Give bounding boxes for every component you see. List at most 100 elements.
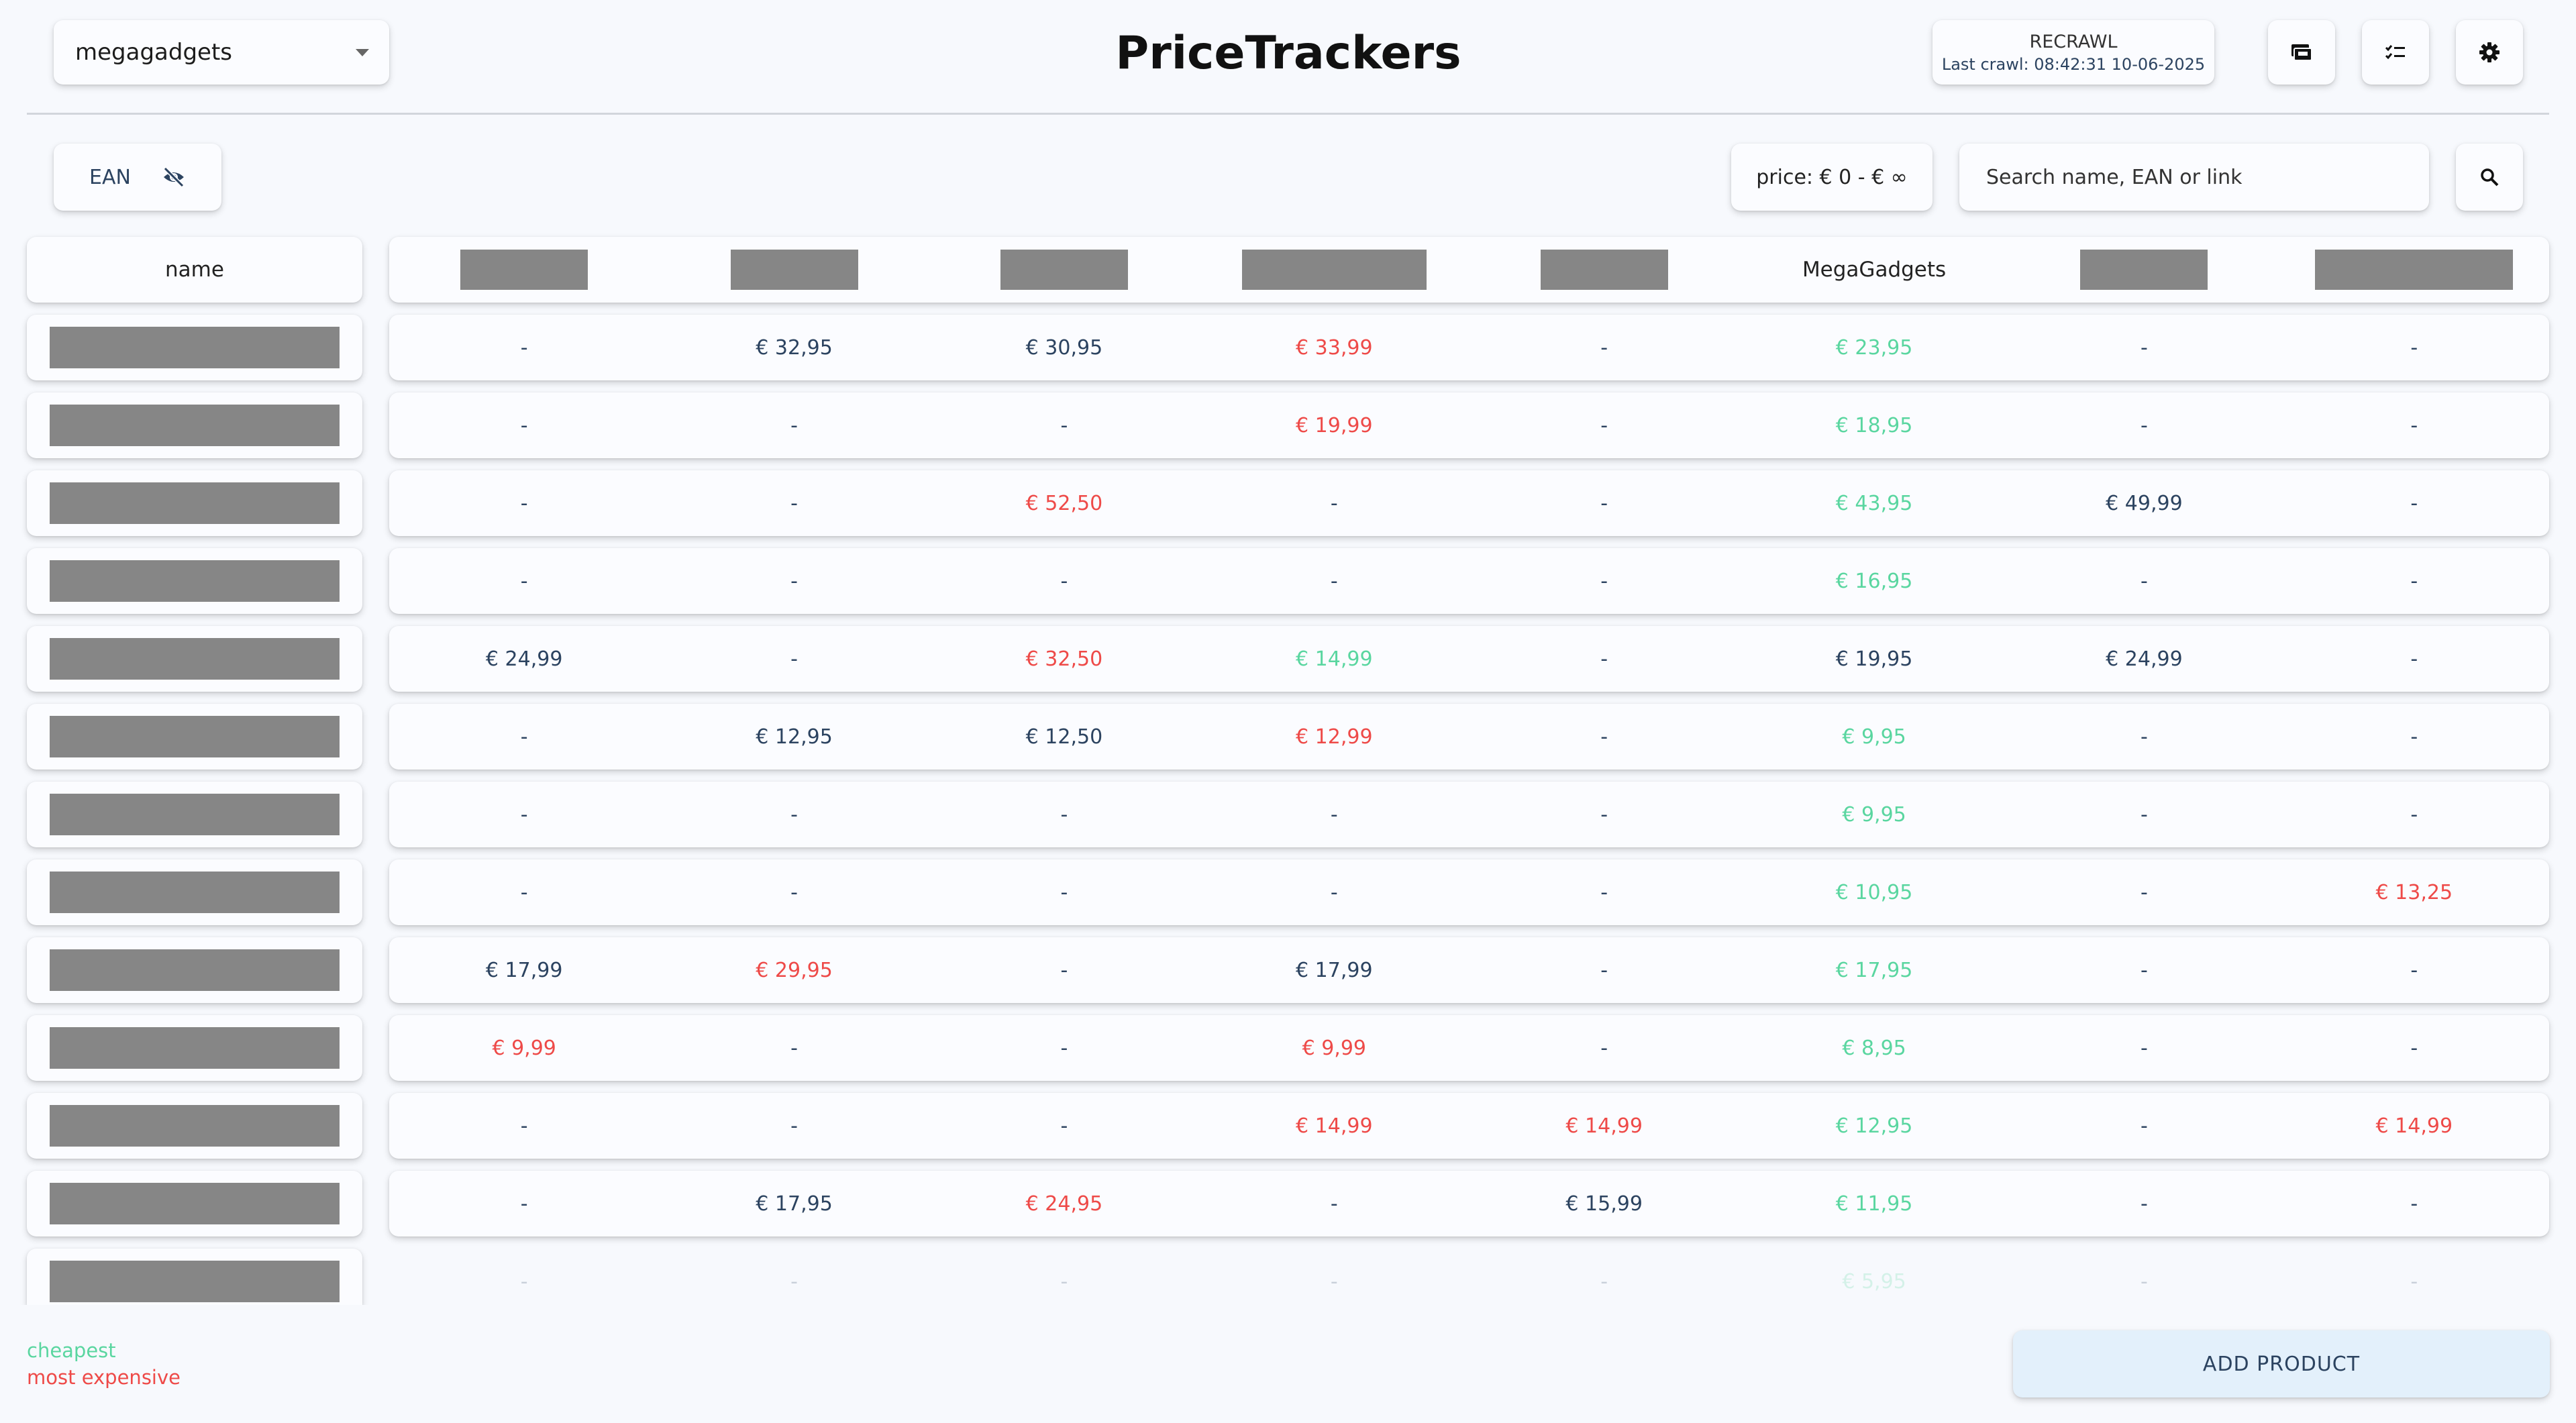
price-cell[interactable]: - [790, 569, 798, 593]
price-cell[interactable]: - [520, 491, 528, 515]
price-cell[interactable]: - [520, 1114, 528, 1138]
price-cell[interactable]: - [2141, 725, 2148, 749]
table-row[interactable]: - € 17,95 € 24,95 - € 15,99 € 11,95 - - [389, 1171, 2549, 1236]
name-column-header[interactable]: name [27, 237, 362, 303]
table-row[interactable]: - - - € 14,99 € 14,99 € 12,95 - € 14,99 [389, 1093, 2549, 1159]
ean-toggle-button[interactable]: EAN [54, 144, 221, 211]
price-cell[interactable]: € 30,95 [1025, 335, 1103, 360]
add-product-button[interactable]: ADD PRODUCT [2013, 1330, 2550, 1398]
table-row[interactable]: € 24,99 - € 32,50 € 14,99 - € 19,95 € 24,99 - [389, 626, 2549, 692]
price-cell[interactable]: - [2410, 413, 2418, 437]
price-cell[interactable]: - [1060, 1114, 1068, 1138]
column-header-7[interactable] [2009, 250, 2279, 290]
price-cell[interactable]: - [520, 802, 528, 827]
product-name-cell[interactable] [27, 1171, 362, 1236]
card-button[interactable] [2268, 20, 2335, 85]
column-header-6[interactable]: MegaGadgets [1739, 258, 2009, 282]
price-cell[interactable]: - [520, 1192, 528, 1216]
price-cell[interactable]: € 32,95 [756, 335, 833, 360]
price-cell[interactable]: € 12,50 [1025, 725, 1103, 749]
price-cell[interactable]: - [1330, 491, 1338, 515]
price-cell[interactable]: - [1060, 958, 1068, 982]
search-input[interactable] [1959, 144, 2429, 211]
product-name-cell[interactable] [27, 315, 362, 380]
price-cell[interactable]: € 9,99 [492, 1036, 556, 1060]
price-cell[interactable]: - [2141, 569, 2148, 593]
price-cell[interactable]: - [2141, 802, 2148, 827]
price-cell[interactable]: € 19,95 [1835, 647, 1913, 671]
price-cell[interactable]: € 32,50 [1025, 647, 1103, 671]
table-row[interactable]: - - - - - € 10,95 - € 13,25 [389, 859, 2549, 925]
price-cell[interactable]: - [790, 1114, 798, 1138]
price-cell[interactable]: € 9,95 [1842, 725, 1906, 749]
price-cell[interactable]: € 12,95 [756, 725, 833, 749]
recrawl-button[interactable]: RECRAWL Last crawl: 08:42:31 10-06-2025 [1933, 20, 2214, 85]
price-cell[interactable]: - [1600, 1036, 1608, 1060]
price-cell[interactable]: - [2141, 1114, 2148, 1138]
price-cell[interactable]: € 16,95 [1835, 569, 1913, 593]
price-cell[interactable]: € 15,99 [1565, 1192, 1643, 1216]
price-cell[interactable]: € 17,95 [1835, 958, 1913, 982]
price-cell[interactable]: - [2410, 1036, 2418, 1060]
price-cell[interactable]: € 14,99 [2375, 1114, 2453, 1138]
column-header-1[interactable] [389, 250, 659, 290]
price-cell[interactable]: - [2410, 569, 2418, 593]
price-cell[interactable]: - [2141, 1192, 2148, 1216]
product-name-cell[interactable] [27, 859, 362, 925]
column-header-2[interactable] [659, 250, 929, 290]
price-cell[interactable]: € 18,95 [1835, 413, 1913, 437]
price-cell[interactable]: - [1600, 569, 1608, 593]
price-cell[interactable]: - [2141, 1036, 2148, 1060]
price-cell[interactable]: - [520, 413, 528, 437]
price-cell[interactable]: - [1330, 1192, 1338, 1216]
price-cell[interactable]: € 11,95 [1835, 1192, 1913, 1216]
product-name-cell[interactable] [27, 626, 362, 692]
price-cell[interactable]: - [1330, 1269, 1338, 1294]
price-cell[interactable]: - [1600, 491, 1608, 515]
price-cell[interactable]: - [1600, 335, 1608, 360]
product-name-cell[interactable] [27, 937, 362, 1003]
price-cell[interactable]: - [2410, 335, 2418, 360]
price-cell[interactable]: € 5,95 [1842, 1269, 1906, 1294]
price-cell[interactable]: - [1600, 413, 1608, 437]
price-cell[interactable]: € 12,95 [1835, 1114, 1913, 1138]
table-row[interactable]: - - - € 19,99 - € 18,95 - - [389, 392, 2549, 458]
column-header-5[interactable] [1470, 250, 1739, 290]
table-row[interactable]: - - - - - € 16,95 - - [389, 548, 2549, 614]
price-cell[interactable]: - [1060, 569, 1068, 593]
settings-button[interactable] [2456, 20, 2523, 85]
price-cell[interactable]: € 13,25 [2375, 880, 2453, 904]
price-filter-button[interactable]: price: € 0 - € ∞ [1731, 144, 1933, 211]
price-cell[interactable]: - [1600, 725, 1608, 749]
price-cell[interactable]: - [790, 802, 798, 827]
price-cell[interactable]: - [790, 647, 798, 671]
price-cell[interactable]: € 10,95 [1835, 880, 1913, 904]
table-row[interactable]: € 9,99 - - € 9,99 - € 8,95 - - [389, 1015, 2549, 1081]
price-cell[interactable]: - [2141, 880, 2148, 904]
product-name-cell[interactable] [27, 392, 362, 458]
price-cell[interactable]: € 43,95 [1835, 491, 1913, 515]
price-cell[interactable]: - [1600, 1269, 1608, 1294]
table-row[interactable]: - - - - - € 5,95 - - [389, 1249, 2549, 1314]
product-name-cell[interactable] [27, 470, 362, 536]
price-cell[interactable]: - [2141, 335, 2148, 360]
price-cell[interactable]: € 12,99 [1296, 725, 1373, 749]
price-cell[interactable]: € 17,95 [756, 1192, 833, 1216]
price-cell[interactable]: € 33,99 [1296, 335, 1373, 360]
price-cell[interactable]: € 8,95 [1842, 1036, 1906, 1060]
table-row[interactable]: - - € 52,50 - - € 43,95 € 49,99 - [389, 470, 2549, 536]
price-cell[interactable]: - [1060, 1269, 1068, 1294]
price-cell[interactable]: € 17,99 [485, 958, 563, 982]
price-cell[interactable]: - [1330, 802, 1338, 827]
price-cell[interactable]: - [1330, 569, 1338, 593]
store-select[interactable]: megagadgets [54, 20, 389, 85]
price-cell[interactable]: - [520, 880, 528, 904]
price-cell[interactable]: € 17,99 [1296, 958, 1373, 982]
price-cell[interactable]: - [790, 491, 798, 515]
price-cell[interactable]: - [2410, 647, 2418, 671]
product-name-cell[interactable] [27, 704, 362, 770]
price-cell[interactable]: € 49,99 [2106, 491, 2183, 515]
table-row[interactable]: € 17,99 € 29,95 - € 17,99 - € 17,95 - - [389, 937, 2549, 1003]
price-cell[interactable]: - [790, 880, 798, 904]
price-cell[interactable]: - [1330, 880, 1338, 904]
